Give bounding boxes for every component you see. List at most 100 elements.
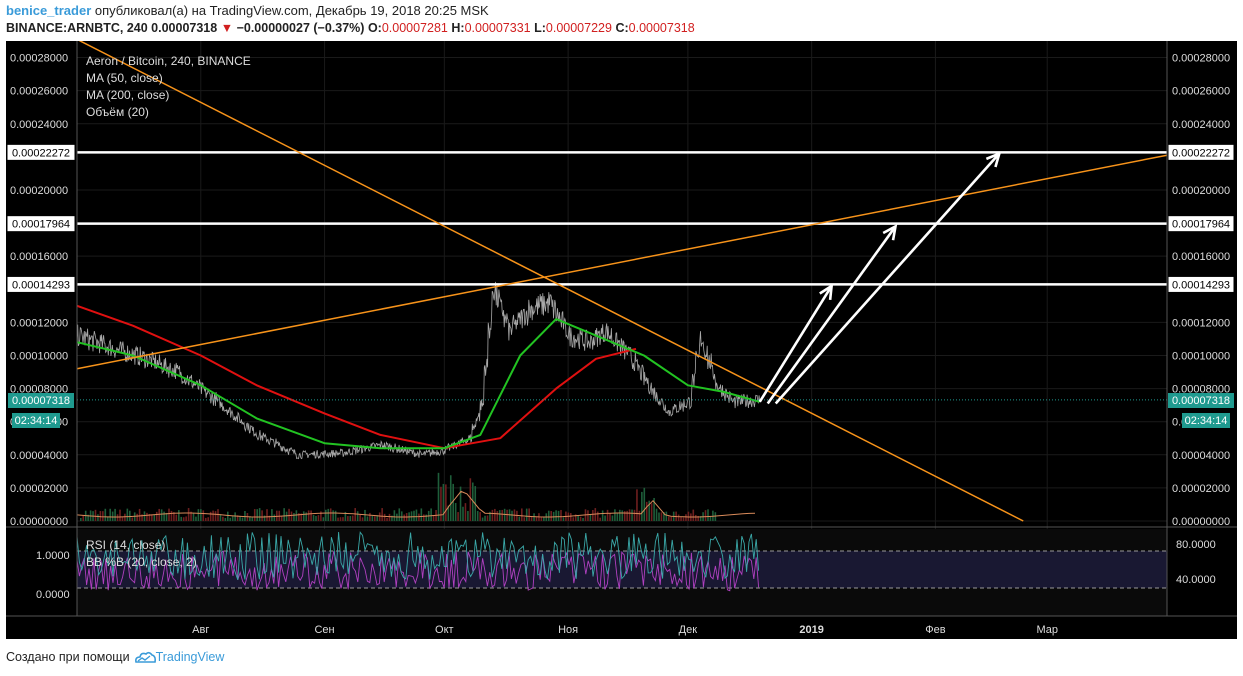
volume-bar	[518, 516, 521, 521]
low-label: L:	[534, 21, 546, 35]
volume-bar	[631, 509, 633, 521]
volume-bar	[476, 510, 479, 521]
y-tick-right: 0.00024000	[1172, 119, 1230, 131]
volume-bar	[430, 508, 432, 521]
legend-rsi: RSI (14, close)	[86, 538, 165, 552]
volume-bar	[87, 514, 89, 521]
y-tick-right: 0.00028000	[1172, 53, 1230, 65]
level-label-left: 0.00014293	[12, 279, 70, 291]
volume-bar	[663, 511, 665, 521]
open-label: O:	[367, 21, 382, 35]
volume-bar	[99, 511, 102, 521]
tradingview-link[interactable]: TradingView	[134, 650, 224, 664]
volume-bar	[680, 516, 682, 521]
series-lines	[76, 281, 761, 460]
volume-bar	[628, 509, 631, 521]
level-label-right: 0.00014293	[1172, 279, 1230, 291]
volume-bar	[138, 508, 141, 521]
volume-bar	[665, 511, 668, 521]
volume-bar	[290, 511, 293, 521]
volume-bar	[241, 517, 244, 521]
volume-bar	[224, 517, 227, 521]
volume-bar	[361, 517, 364, 521]
volume-bar	[185, 516, 187, 521]
volume-bar	[141, 514, 143, 521]
ma50-line	[76, 318, 760, 450]
volume-bars	[76, 472, 756, 521]
volume-bar	[454, 502, 457, 521]
volume-bar	[192, 513, 195, 521]
ma200-line	[76, 304, 637, 450]
volume-bar	[374, 516, 376, 521]
volume-bar	[249, 516, 251, 521]
volume-bar	[381, 508, 383, 521]
volume-bar	[645, 501, 648, 521]
volume-bar	[351, 515, 354, 521]
y-tick-right: 0.00012000	[1172, 317, 1230, 329]
forecast-arrow-head	[985, 151, 1002, 168]
volume-bar	[658, 512, 660, 521]
volume-ma-line	[76, 490, 756, 518]
volume-bar	[302, 511, 305, 521]
volume-bar	[511, 510, 513, 521]
price-change: −0.00000027 (−0.37%)	[236, 21, 365, 35]
high-label: H:	[451, 21, 465, 35]
volume-bar	[178, 510, 180, 521]
y-tick-left: 0.00012000	[10, 317, 68, 329]
volume-bar	[371, 515, 374, 521]
volume-bar	[180, 516, 183, 521]
volume-bar	[677, 514, 680, 521]
volume-bar	[349, 515, 352, 521]
volume-bar	[114, 508, 116, 521]
volume-bar	[293, 513, 295, 521]
footer: Создано при помощи TradingView	[6, 650, 224, 664]
volume-bar	[116, 514, 119, 521]
forecast-arrow	[774, 152, 1001, 405]
volume-bar	[315, 515, 317, 521]
y-tick-left: 0.00024000	[10, 119, 68, 131]
volume-bar	[616, 513, 619, 521]
volume-bar	[604, 515, 606, 521]
price-chart[interactable]: 0.00022272 0.00022272 0.00017964 0.00017964…	[6, 41, 1237, 639]
volume-bar	[587, 510, 589, 521]
volume-bar	[229, 517, 232, 521]
volume-bar	[694, 514, 697, 521]
price-badge-right: 0.00007318	[1168, 393, 1234, 408]
volume-bar	[369, 512, 371, 521]
volume-bar	[550, 510, 552, 521]
author-link[interactable]: benice_trader	[6, 3, 92, 18]
volume-bar	[143, 511, 146, 521]
volume-bar	[126, 508, 129, 521]
volume-bar	[190, 511, 192, 521]
osc-tick: 0.0000	[36, 589, 70, 601]
volume-bar	[418, 513, 420, 521]
volume-bar	[305, 512, 307, 521]
bb-line	[76, 550, 760, 592]
volume-bar	[440, 486, 442, 521]
close-label: C:	[615, 21, 629, 35]
volume-bar	[699, 516, 702, 521]
osc-tick: 1.0000	[36, 550, 70, 562]
volume-bar	[258, 508, 261, 521]
cloud-logo-icon	[134, 651, 156, 663]
volume-bar	[334, 510, 337, 521]
y-tick-right: 0.00002000	[1172, 483, 1230, 495]
volume-bar	[175, 514, 178, 521]
volume-bar	[423, 514, 425, 521]
y-tick-right: 0.00020000	[1172, 185, 1230, 197]
volume-bar	[276, 510, 278, 521]
x-tick-label: 2019	[799, 624, 823, 636]
volume-bar	[273, 514, 276, 521]
volume-bar	[376, 515, 379, 521]
volume-bar	[136, 513, 138, 521]
volume-bar	[491, 509, 494, 521]
volume-bar	[337, 517, 339, 521]
y-tick-left: 0.00016000	[10, 251, 68, 263]
volume-bar	[638, 510, 641, 521]
volume-bar	[682, 517, 685, 521]
volume-bar	[366, 516, 369, 521]
volume-bar	[562, 517, 565, 521]
volume-bar	[342, 517, 344, 521]
volume-bar	[263, 515, 266, 521]
volume-bar	[623, 511, 626, 521]
